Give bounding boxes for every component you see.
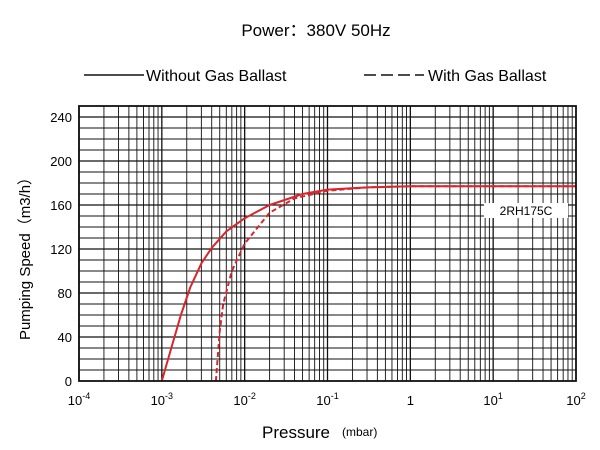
legend-label-with-gas-ballast: With Gas Ballast (428, 68, 547, 85)
series-line (214, 185, 576, 382)
x-axis-label: Pressure (262, 423, 330, 442)
y-tick-label: 40 (58, 330, 72, 345)
y-axis-label: Pumping Speed（m3/h） (17, 170, 34, 340)
y-tick-label: 160 (50, 198, 72, 213)
x-tick-label: 102 (566, 391, 585, 408)
plot-border (78, 105, 577, 382)
x-tick-label: 10-2 (233, 391, 255, 408)
legend-label-without-gas-ballast: Without Gas Ballast (146, 68, 287, 85)
x-tick-label: 10-1 (316, 391, 338, 408)
x-tick-label: 10-4 (68, 391, 90, 408)
y-tick-label: 240 (50, 110, 72, 125)
chart-title: Power：380V 50Hz (241, 21, 390, 40)
annotation-box (484, 203, 568, 218)
legend: Without Gas Ballast With Gas Ballast (84, 68, 547, 85)
series-line (160, 185, 576, 382)
y-tick-label: 80 (58, 286, 72, 301)
y-tick-label: 0 (65, 374, 72, 389)
x-tick-label: 101 (483, 391, 502, 408)
y-tick-label: 200 (50, 154, 72, 169)
x-axis-title: Pressure (mbar) (262, 423, 377, 442)
y-tick-labels: 0 40 80 120 160 200 240 (50, 110, 72, 389)
y-tick-label: 120 (50, 242, 72, 257)
x-tick-label: 10-3 (151, 391, 173, 408)
x-axis-unit: (mbar) (342, 425, 377, 439)
plot-grid (78, 106, 576, 381)
x-tick-labels: 10-4 10-3 10-2 10-1 1 101 102 (68, 391, 586, 408)
annotation-label: 2RH175C (500, 204, 553, 218)
plot-series (160, 185, 576, 382)
plot-frame (78, 105, 577, 382)
series-annotation: 2RH175C (484, 203, 568, 218)
x-tick-label: 1 (407, 393, 414, 408)
